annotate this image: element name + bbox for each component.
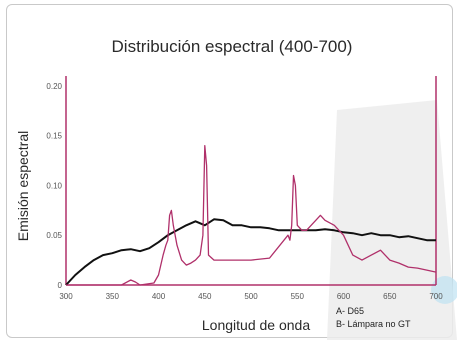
x-tick-label: 650 [383, 292, 397, 301]
legend-entry-a: A- D65 [336, 306, 364, 316]
x-tick-label: 450 [198, 292, 212, 301]
y-tick-label: 0.20 [46, 82, 62, 91]
chart-title: Distribución espectral (400-700) [112, 37, 353, 56]
series-line-d65 [65, 218, 436, 286]
y-tick-label: 0.05 [46, 231, 62, 240]
x-tick-label: 700 [429, 292, 443, 301]
x-tick-label: 350 [106, 292, 120, 301]
legend-entry-b: B- Lámpara no GT [336, 319, 411, 329]
x-tick-label: 550 [291, 292, 305, 301]
y-tick-label: 0.10 [46, 181, 62, 190]
x-tick-label: 600 [337, 292, 351, 301]
series-line-lamp [66, 145, 437, 286]
x-tick-label: 400 [152, 292, 166, 301]
x-tick-label: 300 [59, 292, 73, 301]
y-axis-label: Emisión espectral [15, 131, 31, 242]
x-axis-label: Longitud de onda [202, 317, 310, 333]
x-ticks: 300 350 400 450 500 550 600 650 700 [59, 292, 443, 301]
y-tick-label: 0.15 [46, 132, 62, 141]
series-group [65, 145, 437, 286]
x-tick-label: 500 [244, 292, 258, 301]
y-ticks: 0 0.05 0.10 0.15 0.20 [46, 82, 62, 290]
y-tick-label: 0 [58, 281, 63, 290]
